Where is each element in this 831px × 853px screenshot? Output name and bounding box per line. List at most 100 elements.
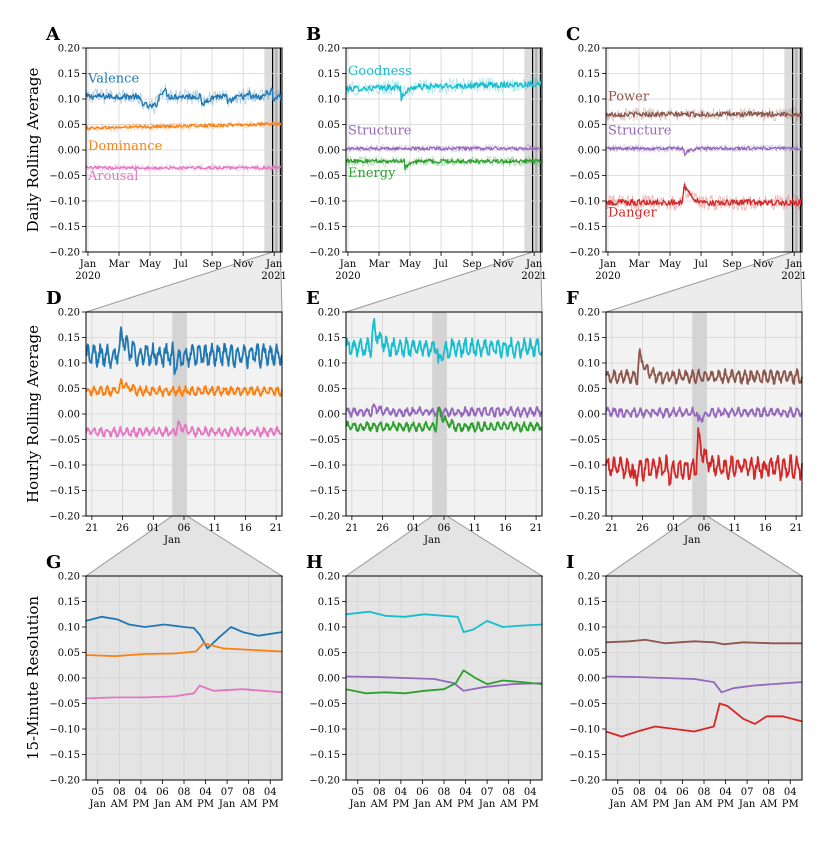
x-tick-label: 16 (499, 523, 512, 534)
y-tick-label: −0.20 (309, 512, 340, 523)
x-tick-label: 08 (502, 787, 515, 798)
series-line-structure (345, 675, 543, 692)
series-line-power (605, 111, 803, 118)
x-tick-sublabel: 2020 (335, 271, 360, 282)
x-tick-label: 07 (481, 787, 494, 798)
x-tick-sublabel: PM (522, 799, 539, 810)
series-line-goodness (345, 318, 543, 364)
y-tick-label: 0.05 (318, 120, 340, 131)
y-tick-label: 0.05 (318, 384, 340, 395)
x-tick-label: May (659, 259, 681, 270)
x-tick-sublabel: PM (132, 799, 149, 810)
x-tick-label: 16 (239, 523, 252, 534)
y-tick-label: 0.20 (578, 308, 600, 319)
panel-c: 0.20 0.15 0.10 0.05 0.00 −0.05 −0.10 −0.15 −0.20… (566, 24, 807, 282)
series-line-danger (605, 183, 803, 207)
x-tick-label: 04 (395, 787, 408, 798)
x-tick-label: Jan (525, 259, 543, 270)
y-tick-label: −0.20 (49, 512, 80, 523)
y-tick-label: 0.10 (58, 359, 80, 370)
row-labels: Daily Rolling Average Hourly Rolling Aver… (24, 68, 42, 761)
series-line-danger (605, 702, 803, 738)
y-tick-label: 0.10 (318, 623, 340, 634)
legend-valence: Valence (87, 71, 139, 86)
y-tick-label: 0.10 (578, 359, 600, 370)
plot-frame (85, 311, 283, 517)
series-raw-power (605, 107, 803, 122)
y-tick-label: −0.20 (569, 248, 600, 259)
y-tick-label: −0.15 (49, 486, 80, 497)
y-tick-label: −0.10 (569, 461, 600, 472)
y-tick-label: −0.20 (49, 776, 80, 787)
x-tick-label: 11 (208, 523, 221, 534)
panel-label: E (306, 288, 320, 309)
y-tick-label: −0.05 (569, 435, 600, 446)
y-tick-label: −0.05 (49, 699, 80, 710)
series-line-structure (605, 406, 803, 423)
x-tick-label: Mar (629, 259, 650, 270)
y-tick-label: −0.10 (49, 725, 80, 736)
y-tick-label: −0.10 (309, 461, 340, 472)
series-raw-valence (85, 84, 283, 116)
x-tick-label: Jan (265, 259, 283, 270)
y-tick-label: 0.20 (58, 44, 80, 55)
series-line-valence (85, 326, 283, 376)
y-tick-label: 0.15 (58, 69, 80, 80)
y-tick-label: 0.10 (58, 95, 80, 106)
x-tick-label: 04 (135, 787, 148, 798)
panel-a: 0.20 0.15 0.10 0.05 0.00 −0.05 −0.10 −0.15 −0.20… (45, 24, 287, 282)
row-label: Hourly Rolling Average (24, 325, 42, 503)
y-tick-label: 0.20 (578, 44, 600, 55)
x-tick-label: 05 (351, 787, 364, 798)
plot-frame (345, 47, 543, 253)
y-tick-label: −0.15 (569, 486, 600, 497)
x-tick-label: 04 (264, 787, 277, 798)
plot-frame (85, 47, 283, 253)
row-label: Daily Rolling Average (24, 68, 42, 233)
x-tick-label: 06 (438, 523, 451, 534)
x-tick-label: 01 (407, 523, 420, 534)
x-tick-label: 26 (116, 523, 129, 534)
x-tick-label: 08 (242, 787, 255, 798)
x-tick-label: 21 (270, 523, 283, 534)
plot-frame (85, 575, 283, 781)
x-tick-label: 04 (784, 787, 797, 798)
legend-goodness: Goodness (348, 64, 412, 79)
panel-label: H (306, 552, 323, 573)
x-tick-label: 05 (611, 787, 624, 798)
legend-structure: Structure (348, 123, 412, 138)
x-tick-sublabel: AM (370, 799, 388, 810)
x-tick-label: 06 (416, 787, 429, 798)
plot-frame (345, 311, 543, 517)
y-tick-label: −0.15 (569, 222, 600, 233)
x-tick-label: Nov (233, 259, 254, 270)
x-tick-sublabel: AM (174, 799, 192, 810)
x-tick-sublabel: AM (110, 799, 128, 810)
x-tick-label: Jan (79, 259, 97, 270)
series-line-goodness (345, 80, 543, 102)
panel-label: B (306, 24, 321, 45)
series-line-valence (85, 615, 283, 650)
y-tick-label: −0.10 (309, 197, 340, 208)
x-tick-label: 21 (790, 523, 803, 534)
y-tick-label: 0.20 (318, 308, 340, 319)
x-tick-label: Jul (433, 259, 448, 270)
x-tick-label: 08 (113, 787, 126, 798)
x-tick-label: 08 (373, 787, 386, 798)
y-tick-label: 0.20 (58, 308, 80, 319)
series-line-valence (85, 87, 283, 109)
y-tick-label: 0.00 (318, 674, 340, 685)
panel-label: A (45, 24, 61, 45)
y-tick-label: 0.00 (58, 410, 80, 421)
x-tick-sublabel: 2021 (781, 271, 806, 282)
panel-h: 0.20 0.15 0.10 0.05 0.00 −0.05 −0.10 −0.15 −0.20… (306, 552, 543, 810)
x-tick-sublabel: PM (197, 799, 214, 810)
y-tick-label: 0.15 (318, 333, 340, 344)
x-tick-sublabel: Jan (413, 799, 431, 810)
legend-dominance: Dominance (88, 139, 163, 154)
panel-label: G (46, 552, 61, 573)
series-line-goodness (345, 610, 543, 633)
series-line-danger (605, 427, 803, 487)
x-tick-label: 04 (199, 787, 212, 798)
x-tick-sublabel: 2021 (261, 271, 286, 282)
